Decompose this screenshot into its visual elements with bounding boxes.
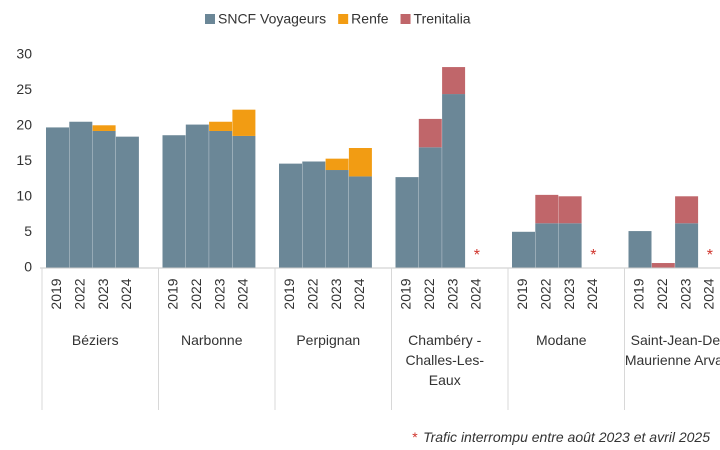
bar-segment bbox=[418, 118, 442, 148]
bar-segment bbox=[651, 263, 675, 268]
x-tick-label: 2023 bbox=[444, 278, 460, 309]
x-tick-label: 2019 bbox=[165, 278, 181, 309]
footnote: * Trafic interrompu entre août 2023 et av… bbox=[412, 429, 711, 445]
bar-segment bbox=[162, 135, 186, 268]
bar-segment bbox=[395, 177, 419, 268]
footnote-symbol: * bbox=[412, 429, 418, 445]
bar-segment bbox=[442, 67, 466, 95]
x-tick-label: 2023 bbox=[677, 278, 693, 309]
group-label: Perpignan bbox=[296, 332, 361, 348]
bar-segment bbox=[279, 163, 302, 268]
x-tick-label: 2022 bbox=[538, 278, 554, 309]
bar-segment bbox=[185, 124, 209, 268]
bar-segment bbox=[558, 223, 582, 268]
x-tick-label: 2024 bbox=[701, 278, 717, 309]
x-tick-label: 2019 bbox=[398, 278, 414, 309]
x-tick-label: 2023 bbox=[211, 278, 227, 309]
bar-segment bbox=[628, 231, 652, 268]
x-tick-label: 2024 bbox=[584, 278, 600, 309]
y-tick-label: 30 bbox=[16, 46, 32, 62]
legend-swatch bbox=[400, 14, 411, 24]
x-tick-label: 2023 bbox=[328, 278, 344, 309]
bar-segment bbox=[302, 161, 326, 268]
x-tick-label: 2022 bbox=[305, 278, 321, 309]
y-tick-label: 15 bbox=[16, 152, 32, 168]
y-tick-label: 0 bbox=[24, 259, 32, 275]
bar-segment bbox=[418, 147, 442, 268]
bar-segment bbox=[348, 176, 372, 268]
x-tick-label: 2023 bbox=[95, 278, 111, 309]
x-tick-label: 2022 bbox=[188, 278, 204, 309]
bar-segment bbox=[535, 194, 559, 224]
bar-segment bbox=[92, 125, 116, 131]
y-tick-label: 10 bbox=[16, 188, 32, 204]
annotation: * bbox=[474, 247, 480, 264]
x-tick-label: 2022 bbox=[421, 278, 437, 309]
bar-segment bbox=[558, 196, 582, 224]
legend-label: Renfe bbox=[351, 11, 389, 27]
x-tick-label: 2019 bbox=[631, 278, 647, 309]
group-label: Modane bbox=[535, 332, 587, 348]
x-tick-label: 2019 bbox=[514, 278, 530, 309]
bar-segment bbox=[348, 148, 372, 177]
bar-segment bbox=[442, 94, 466, 268]
legend-swatch bbox=[338, 14, 349, 24]
group-label: Narbonne bbox=[181, 332, 243, 348]
legend-label: SNCF Voyageurs bbox=[218, 11, 326, 27]
bar-segment bbox=[232, 135, 256, 268]
bar-segment bbox=[512, 231, 535, 268]
bar-segment bbox=[69, 121, 93, 269]
x-tick-label: 2022 bbox=[654, 278, 670, 309]
bar-segment bbox=[46, 127, 69, 268]
bar-segment bbox=[325, 158, 349, 171]
legend-label: Trenitalia bbox=[414, 11, 471, 27]
bar-segment bbox=[675, 196, 699, 224]
group-label: Saint-Jean-De-Maurienne Arvan bbox=[624, 332, 720, 368]
x-tick-label: 2024 bbox=[351, 278, 367, 309]
legend-swatch bbox=[205, 14, 215, 24]
bar-segment bbox=[115, 136, 139, 268]
x-tick-label: 2024 bbox=[468, 278, 484, 309]
annotation: * bbox=[590, 247, 596, 264]
y-tick-label: 20 bbox=[16, 117, 32, 133]
y-tick-label: 25 bbox=[16, 81, 32, 97]
group-label: Béziers bbox=[71, 332, 119, 348]
x-tick-label: 2024 bbox=[235, 278, 251, 309]
x-tick-label: 2024 bbox=[118, 278, 134, 309]
footnote-text: Trafic interrompu entre août 2023 et avr… bbox=[423, 429, 710, 445]
bar-segment bbox=[325, 170, 349, 268]
x-tick-label: 2019 bbox=[48, 278, 64, 309]
bar-segment bbox=[92, 130, 116, 268]
bar-segment bbox=[535, 223, 559, 268]
bar-segment bbox=[675, 223, 699, 268]
bar-segment bbox=[232, 109, 256, 136]
bar-segment bbox=[209, 121, 233, 131]
annotation: * bbox=[707, 247, 713, 264]
x-tick-label: 2022 bbox=[72, 278, 88, 309]
bar-segment bbox=[209, 130, 233, 268]
y-tick-label: 5 bbox=[24, 223, 32, 239]
group-label: Chambéry - Challes-Les-Eaux bbox=[405, 332, 485, 388]
x-tick-label: 2023 bbox=[561, 278, 577, 309]
x-tick-label: 2019 bbox=[281, 278, 297, 309]
